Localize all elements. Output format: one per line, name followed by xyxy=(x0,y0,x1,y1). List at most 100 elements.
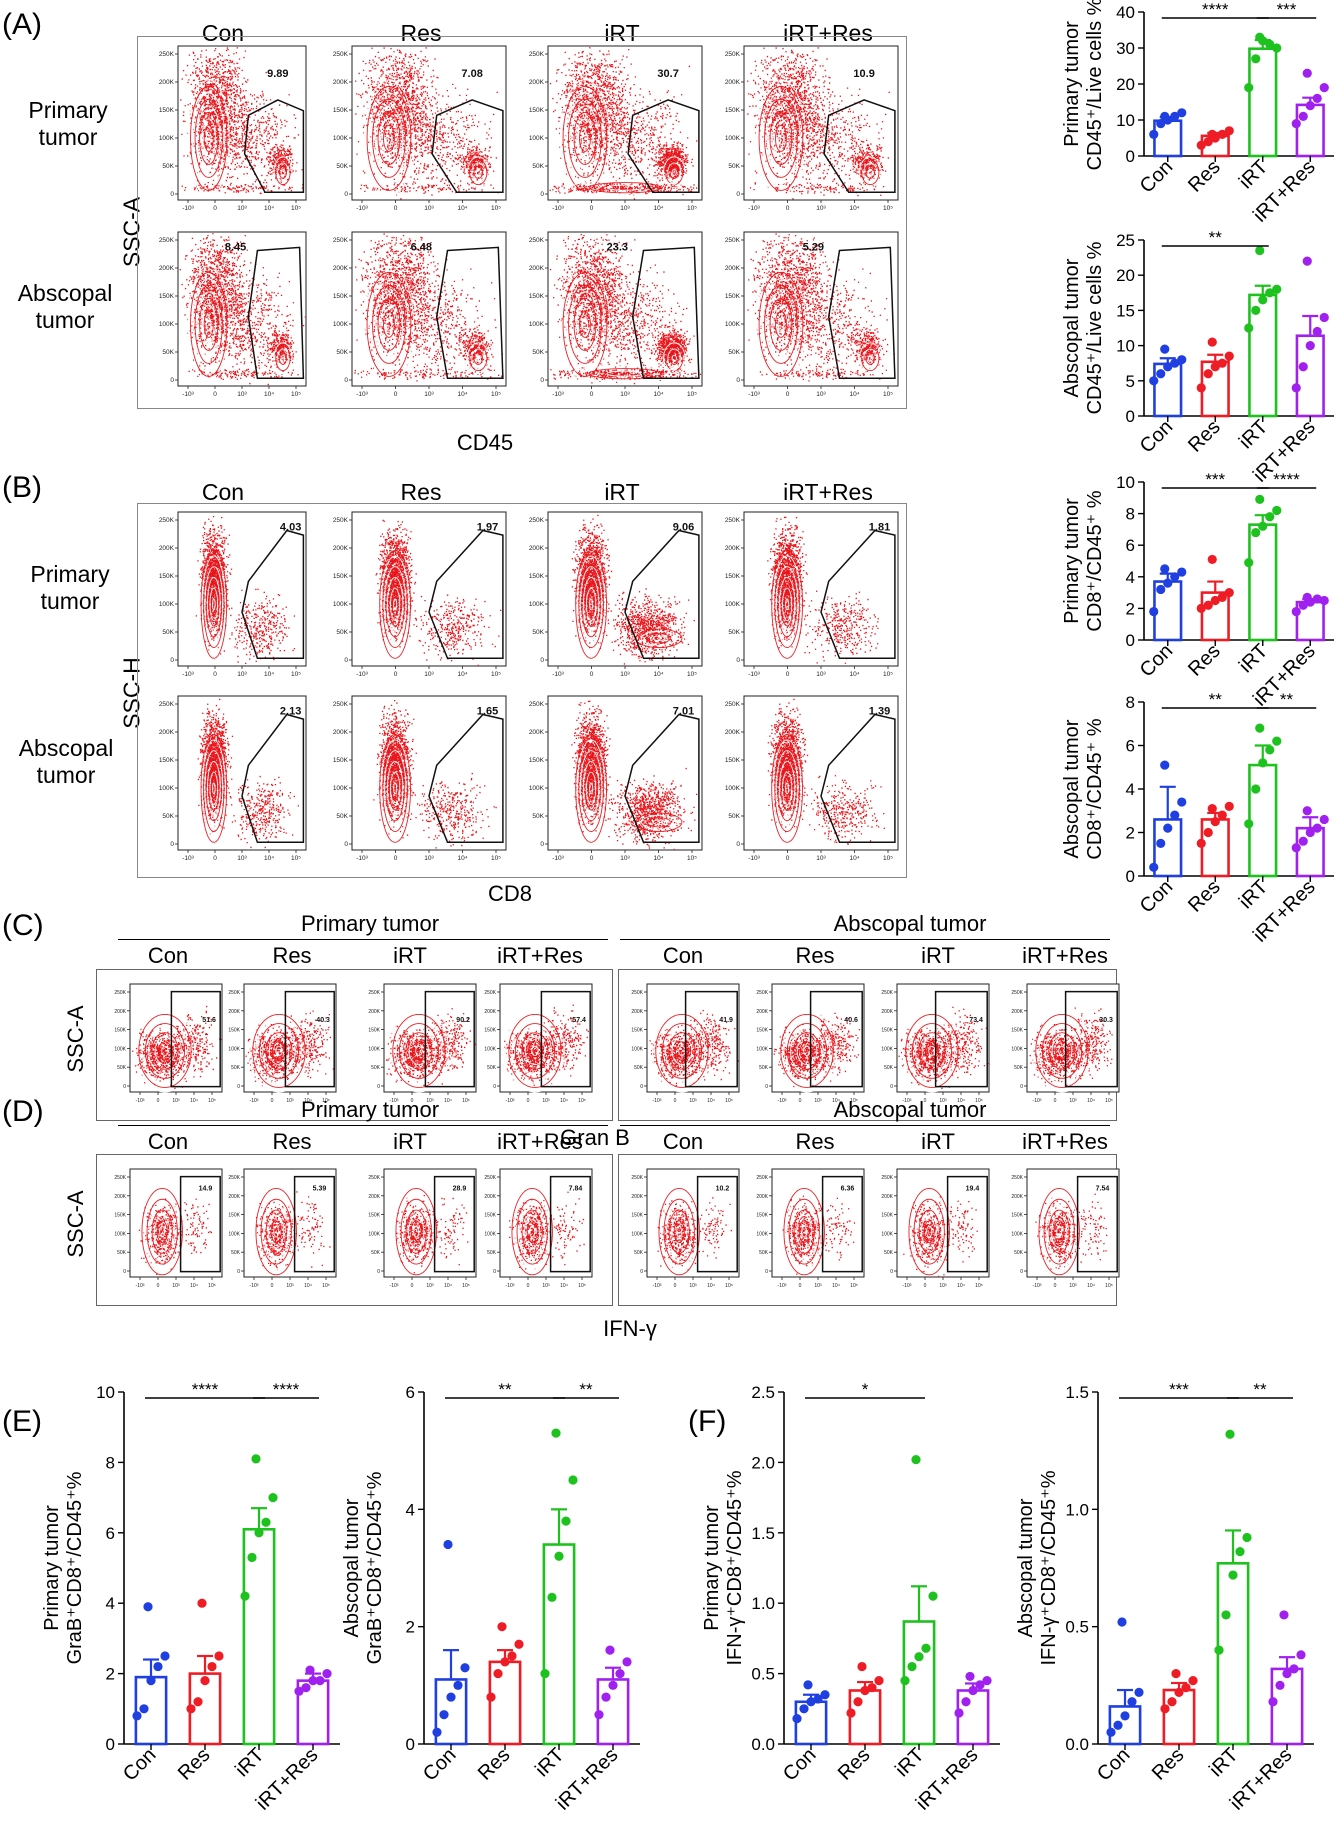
y-tick-label: 150K xyxy=(725,573,741,580)
y-tick-label: 100K xyxy=(114,1231,126,1237)
data-point xyxy=(1289,1664,1299,1674)
x-tick-label: 10³ xyxy=(424,391,434,398)
y-tick-label: 2 xyxy=(1126,824,1135,843)
bar-chart-3: Primary tumor CD8⁺/CD45⁺ % 0 2 4 6 8 10 Con Res iR… xyxy=(1061,470,1334,711)
data-point xyxy=(1196,140,1206,150)
gate-percentage: 4.03 xyxy=(280,521,301,533)
y-tick-label: 50K xyxy=(759,1250,769,1256)
y-tick-label: 0 xyxy=(106,1735,115,1754)
data-point xyxy=(294,1686,304,1696)
data-point xyxy=(1210,595,1220,606)
x-tick-label: -10³ xyxy=(506,1098,515,1104)
y-tick-label: 0 xyxy=(1126,407,1135,426)
y-tick-label: 0 xyxy=(406,1735,415,1754)
data-point xyxy=(601,1692,611,1702)
gate-percentage: 30.7 xyxy=(657,68,678,80)
data-point xyxy=(1275,1680,1285,1690)
gate-percentage: 14.9 xyxy=(199,1186,213,1193)
data-point xyxy=(1258,758,1268,768)
bar-chart-5: Primary tumor GraB⁺CD8⁺/CD45⁺% 0 2 4 6 8 10 Con R… xyxy=(41,1380,340,1815)
significance-stars: ** xyxy=(1209,228,1223,247)
y-tick-label: 100K xyxy=(725,135,741,142)
y-tick-label: 50K xyxy=(231,1250,241,1256)
data-point xyxy=(1203,369,1213,379)
event-dots xyxy=(504,1004,589,1086)
y-tick-label: 200K xyxy=(368,1194,380,1200)
x-tick-label: 10³ xyxy=(172,1283,180,1289)
y-axis-label: Primary tumor xyxy=(701,1505,723,1631)
data-point xyxy=(247,1552,257,1563)
data-point xyxy=(1319,83,1329,93)
y-tick-label: 150K xyxy=(881,1028,893,1034)
y-tick-label: 2.5 xyxy=(751,1383,775,1402)
x-tick-label: iRT xyxy=(531,1744,568,1781)
data-point xyxy=(1279,1610,1289,1620)
y-tick-label: 150K xyxy=(529,107,545,114)
y-axis-label: Abscopal tumor xyxy=(341,1498,363,1637)
y-tick-label: 25 xyxy=(1116,231,1135,250)
plot-frame xyxy=(547,511,703,667)
data-point xyxy=(1224,126,1234,136)
x-tick-label: 10⁵ xyxy=(687,671,697,678)
col-header-c-1: Res xyxy=(272,943,312,968)
data-point xyxy=(1291,843,1301,853)
data-point xyxy=(197,1598,207,1608)
data-point xyxy=(860,1685,870,1696)
data-point xyxy=(1181,1683,1191,1693)
y-tick-label: 150K xyxy=(333,293,349,300)
data-point xyxy=(493,1669,503,1679)
x-tick-label: -10³ xyxy=(506,1283,515,1289)
y-tick-label: 200K xyxy=(333,79,349,86)
data-point xyxy=(207,1661,217,1672)
x-tick-label: 10³ xyxy=(1069,1098,1077,1104)
y-axis-label: Primary tumor xyxy=(41,1505,63,1631)
data-point xyxy=(254,1528,264,1538)
y-tick-label: 150K xyxy=(529,573,545,580)
event-dots xyxy=(549,47,698,200)
x-tick-label: Con xyxy=(1136,416,1178,458)
x-tick-label: iRT xyxy=(1235,640,1272,677)
gate-percentage: 40.3 xyxy=(316,1017,330,1024)
y-tick-label: 50K xyxy=(487,1065,497,1071)
y-tick-label: 0 xyxy=(540,841,544,848)
event-dots xyxy=(509,1191,585,1270)
y-tick-label: 100K xyxy=(484,1046,496,1052)
data-point xyxy=(1244,323,1254,333)
x-tick-label: -10³ xyxy=(778,1098,787,1104)
y-tick-label: 200K xyxy=(881,1194,893,1200)
y-tick-label: 250K xyxy=(368,990,380,996)
y-tick-label: 100K xyxy=(725,601,741,608)
data-point xyxy=(500,1657,510,1667)
gate-percentage: 90.2 xyxy=(456,1017,470,1024)
data-point xyxy=(1214,1645,1224,1655)
x-tick-label: 10³ xyxy=(237,855,247,862)
event-dots xyxy=(355,47,499,200)
y-axis-label: IFN-γ⁺CD8⁺/CD45⁺% xyxy=(724,1470,746,1665)
y-tick-label: 0 xyxy=(344,377,348,384)
x-tick-label: iRT xyxy=(1205,1744,1242,1781)
y-tick-label: 150K xyxy=(228,1028,240,1034)
data-point xyxy=(1312,93,1322,103)
plot-frame xyxy=(743,45,899,201)
y-axis-label: CD45⁺/Live cells % xyxy=(1084,0,1106,170)
x-tick-label: 10³ xyxy=(620,205,630,212)
gate-polygon xyxy=(820,529,896,660)
data-point xyxy=(514,1639,524,1649)
data-point xyxy=(1258,295,1268,305)
x-tick-label: -10³ xyxy=(182,671,194,678)
y-tick-label: 0.0 xyxy=(751,1735,775,1754)
data-point xyxy=(153,1661,163,1672)
col-header-1: Res xyxy=(400,20,442,46)
y-tick-label: 250K xyxy=(228,990,240,996)
x-tick-label: -10³ xyxy=(250,1283,259,1289)
gate-polygon xyxy=(1076,1175,1118,1273)
data-point xyxy=(968,1685,978,1696)
x-tick-label: -10³ xyxy=(552,671,564,678)
y-tick-label: 100K xyxy=(631,1231,643,1237)
data-point xyxy=(921,1643,931,1653)
x-tick-label: -10³ xyxy=(356,205,368,212)
y-tick-label: 50K xyxy=(231,1065,241,1071)
gate-polygon xyxy=(1064,990,1118,1088)
x-tick-label: 10⁴ xyxy=(264,205,274,212)
